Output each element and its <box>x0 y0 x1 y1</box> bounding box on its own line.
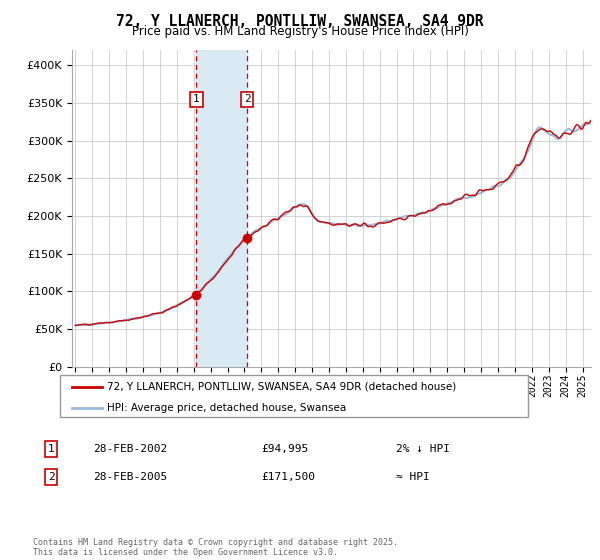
Text: HPI: Average price, detached house, Swansea: HPI: Average price, detached house, Swan… <box>107 403 346 413</box>
Text: 28-FEB-2002: 28-FEB-2002 <box>93 444 167 454</box>
Text: 2% ↓ HPI: 2% ↓ HPI <box>396 444 450 454</box>
Text: 1: 1 <box>47 444 55 454</box>
Text: ≈ HPI: ≈ HPI <box>396 472 430 482</box>
Text: Contains HM Land Registry data © Crown copyright and database right 2025.
This d: Contains HM Land Registry data © Crown c… <box>33 538 398 557</box>
Text: 2: 2 <box>47 472 55 482</box>
Text: 28-FEB-2005: 28-FEB-2005 <box>93 472 167 482</box>
Bar <box>196 50 247 367</box>
Text: Price paid vs. HM Land Registry's House Price Index (HPI): Price paid vs. HM Land Registry's House … <box>131 25 469 38</box>
Text: 1: 1 <box>193 95 200 104</box>
Text: £171,500: £171,500 <box>261 472 315 482</box>
Text: 72, Y LLANERCH, PONTLLIW, SWANSEA, SA4 9DR (detached house): 72, Y LLANERCH, PONTLLIW, SWANSEA, SA4 9… <box>107 382 456 392</box>
Text: 2: 2 <box>244 95 251 104</box>
Text: 72, Y LLANERCH, PONTLLIW, SWANSEA, SA4 9DR: 72, Y LLANERCH, PONTLLIW, SWANSEA, SA4 9… <box>116 14 484 29</box>
Text: £94,995: £94,995 <box>261 444 308 454</box>
